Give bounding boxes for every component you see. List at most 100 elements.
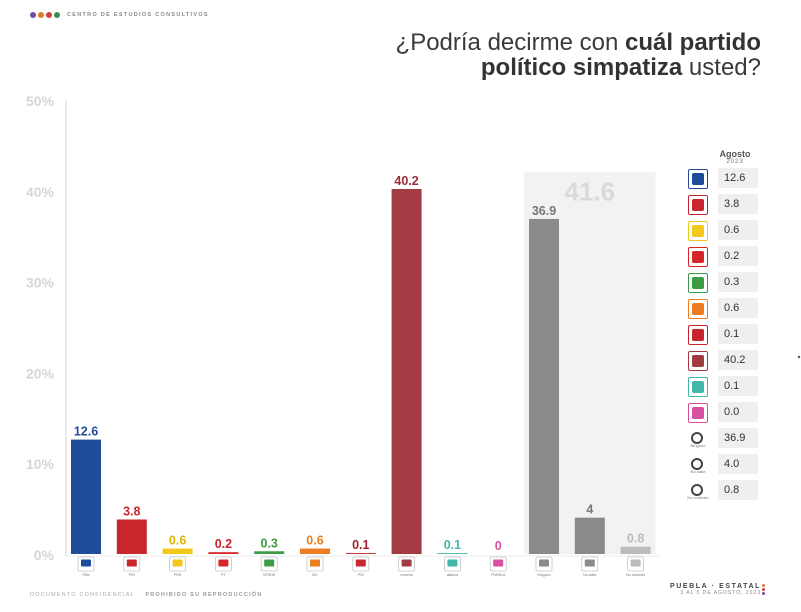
bar (254, 551, 285, 554)
brand-dot-icon (54, 12, 60, 18)
x-tick-label: PT (221, 573, 226, 577)
alianza-logo-icon (688, 377, 708, 397)
bar-value-label: 40.2 (394, 174, 418, 188)
x-tick-label: PUEBLA (491, 573, 506, 577)
footer-dot-icon (762, 588, 765, 591)
x-tick-label: No contestó (626, 573, 645, 577)
x-tick-label: VERDE (263, 573, 276, 577)
legend-row: 36.9 Ninguno (680, 426, 760, 451)
legend-row: 0.0 (680, 400, 760, 425)
mc-logo-icon (688, 299, 708, 319)
legend-value: 12.6 (718, 168, 758, 188)
pri-logo-icon (688, 195, 708, 215)
legend-month: Agosto (719, 149, 751, 159)
legend-row: 0.6 (680, 218, 760, 243)
title-line2-normal: usted? (682, 54, 761, 81)
bar (300, 548, 330, 554)
pt-logo-icon (218, 559, 229, 567)
pri-logo-icon (126, 559, 137, 567)
title-line1-bold: cuál partido (624, 29, 761, 56)
bar (208, 552, 239, 554)
bar (391, 188, 422, 554)
bar (162, 548, 193, 554)
x-tick-label: PAN (82, 573, 90, 577)
morena-logo-icon (688, 351, 708, 371)
brand-dot-icon (46, 12, 52, 18)
bar-value-label: 0.3 (261, 536, 278, 550)
legend-value: 0.3 (718, 272, 758, 292)
bar-value-label: 0.6 (169, 534, 186, 548)
bar (345, 553, 376, 554)
title-line2-bold: político simpatiza (480, 54, 683, 81)
legend-value: 40.2 (718, 350, 758, 370)
footer-prohibited: PROHIBIDO SU REPRODUCCIÓN (145, 592, 263, 598)
legend-sub-label: No contestó (687, 495, 709, 500)
legend-sub-label: No sabe (690, 469, 706, 474)
bar-value-label: 0.2 (215, 537, 232, 551)
bar (620, 546, 651, 554)
pan-logo-icon (688, 169, 708, 189)
legend-sub-label: Ninguno (690, 443, 706, 448)
x-tick-label: PRI (129, 573, 135, 577)
legend-value: 0.0 (718, 402, 758, 422)
legend-row: 40.2 (680, 348, 760, 373)
no-sabe-icon (688, 455, 706, 473)
bar (437, 553, 468, 554)
legend-row: 4.0 No sabe (680, 452, 760, 477)
footer-right: PUEBLA · ESTATAL 3 AL 5 DE AGOSTO, 2023 (670, 583, 761, 596)
mc-logo-icon (310, 559, 320, 567)
verde-logo-icon (264, 559, 275, 567)
alianza-logo-icon (447, 559, 458, 567)
legend-table: 12.6 3.8 0.6 0.2 0.3 0.6 0.1 40.2 0.1 0.0 36.9 Ning… (680, 166, 760, 504)
legend-row: 0.6 (680, 296, 760, 321)
legend-value: 36.9 (718, 428, 758, 448)
brand: CENTRO DE ESTUDIOS CONSULTIVOS (30, 12, 209, 18)
ninguno-icon (688, 429, 706, 447)
legend-row: 0.2 (680, 244, 760, 269)
no-contesto-icon (688, 481, 706, 499)
legend-row: 0.3 (680, 270, 760, 295)
bar-value-label: 36.9 (532, 204, 556, 218)
bar (71, 439, 101, 554)
legend-value: 0.6 (718, 298, 758, 318)
legend-year: 2023 (726, 159, 744, 165)
brand-dot-icon (38, 12, 44, 18)
legend-row: 12.6 (680, 166, 760, 191)
bar-value-label: 0.1 (352, 538, 369, 552)
legend-value: 0.1 (718, 324, 758, 344)
verde-logo-icon (688, 273, 708, 293)
ninguno-icon (539, 559, 549, 567)
legend-row: 0.8 No contestó (680, 478, 760, 503)
x-tick-label: morena (401, 573, 413, 577)
bar-value-label: 0.6 (306, 534, 323, 548)
title-line1-normal: ¿Podría decirme con (395, 29, 625, 56)
x-tick-label: alianza (447, 573, 458, 577)
prd-logo-icon (172, 559, 183, 567)
x-tick-label: No sabe (583, 573, 596, 577)
puebla-logo-icon (688, 403, 708, 423)
highlight-total-label: 41.6 (564, 176, 615, 206)
footer-dot-icon (762, 592, 765, 595)
bar-value-label: 0.1 (444, 538, 461, 552)
pan-logo-icon (81, 559, 91, 567)
psi-logo-icon (355, 559, 366, 567)
puebla-logo-icon (493, 559, 504, 567)
footer-dates: 3 AL 5 DE AGOSTO, 2023 (680, 590, 761, 596)
morena-logo-icon (401, 559, 412, 567)
legend-value: 0.1 (718, 376, 758, 396)
y-tick-label: 40% (26, 184, 55, 200)
footer-left: DOCUMENTO CONFIDENCIAL PROHIBIDO SU REPR… (30, 592, 262, 598)
legend-value: 0.8 (718, 480, 758, 500)
bar-value-label: 4 (586, 503, 593, 517)
psi-logo-icon (688, 325, 708, 345)
footer-region: PUEBLA · ESTATAL (669, 583, 761, 590)
no-contesto-icon (630, 559, 641, 567)
bar (574, 517, 605, 554)
y-tick-label: 50% (26, 93, 55, 109)
brand-dot-icon (30, 12, 36, 18)
footer-dots (762, 584, 765, 595)
margin-dot-icon (797, 355, 801, 359)
legend-value: 4.0 (718, 454, 758, 474)
org-name: CENTRO DE ESTUDIOS CONSULTIVOS (67, 12, 209, 18)
